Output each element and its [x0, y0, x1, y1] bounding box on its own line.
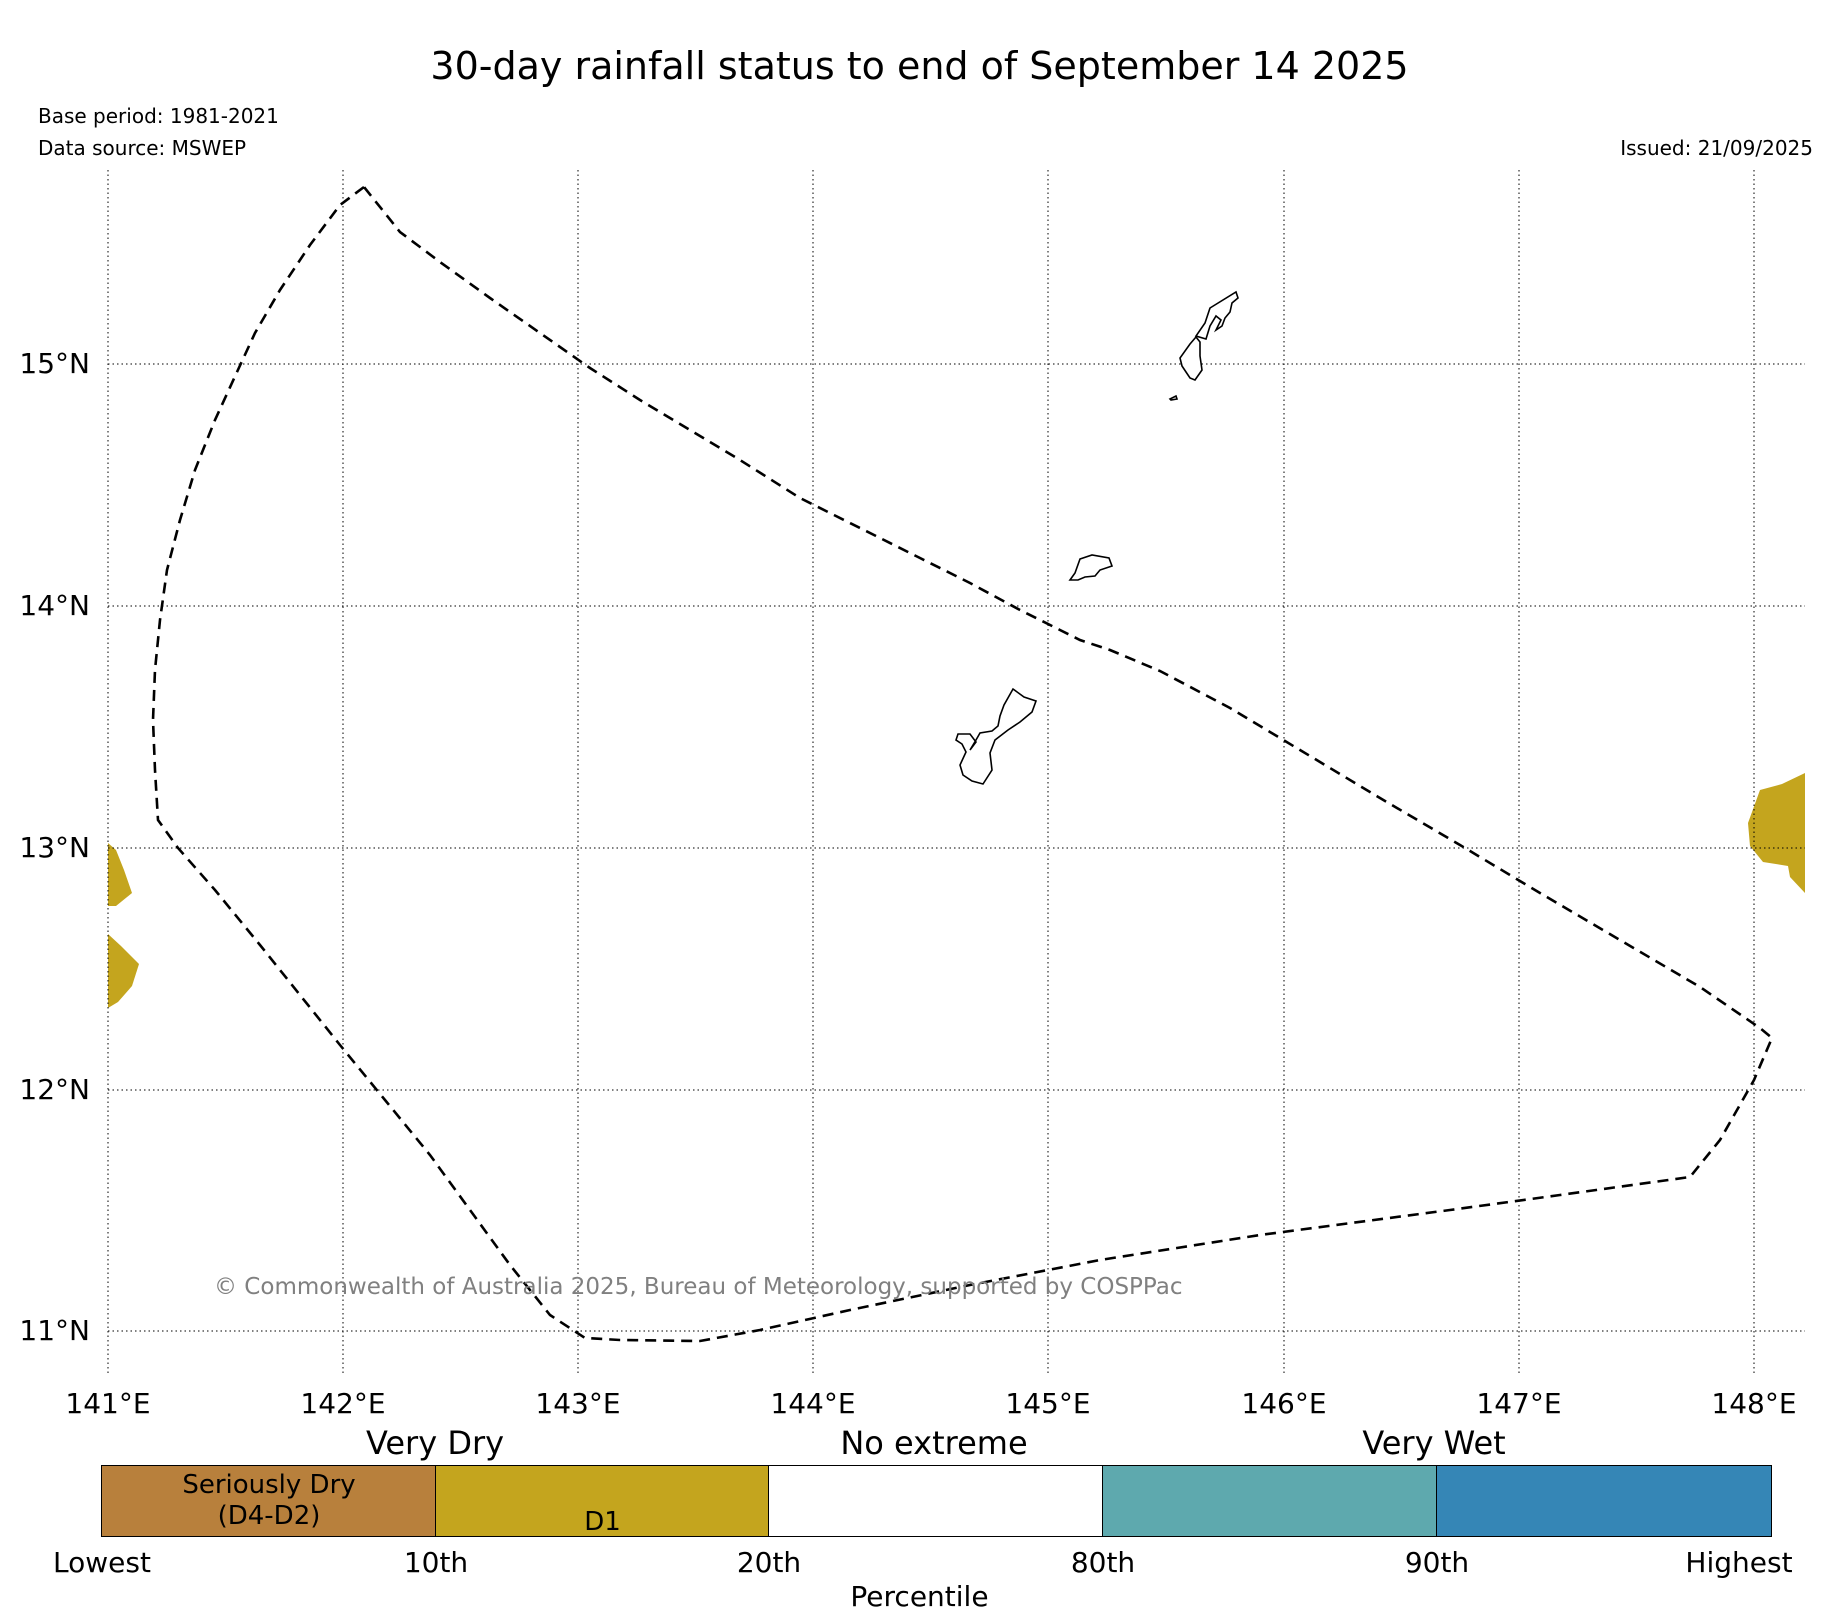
copyright-text: © Commonwealth of Australia 2025, Bureau… [214, 1274, 1183, 1300]
guam-island [955, 687, 1038, 785]
d1-area-west-south [108, 934, 139, 1008]
legend-d1-label: D1 [584, 1506, 621, 1537]
legend-group-very-dry: Very Dry [365, 1424, 505, 1462]
lat-label: 15°N [19, 347, 90, 380]
saipan-island [1194, 290, 1239, 340]
legend-group-no-extreme: No extreme [840, 1424, 1028, 1462]
d1-area-east [1748, 773, 1805, 893]
lat-label: 14°N [19, 589, 90, 622]
lon-label: 146°E [1241, 1387, 1326, 1420]
lat-label: 11°N [19, 1314, 90, 1347]
lon-label: 143°E [535, 1387, 620, 1420]
d1-rainfall-areas [108, 773, 1805, 1008]
legend-seriously-dry-label: Seriously Dry (D4-D2) [182, 1470, 355, 1532]
lon-label: 141°E [65, 1387, 150, 1420]
legend-very-wet-90-highest [1436, 1465, 1772, 1537]
legend-tick-20th: 20th [736, 1546, 802, 1579]
base-period-text: Base period: 1981-2021 [38, 104, 279, 128]
map-title: 30-day rainfall status to end of Septemb… [430, 44, 1409, 88]
lat-labels: 15°N 14°N 13°N 12°N 11°N [19, 347, 90, 1347]
aguijan-island [1168, 394, 1179, 401]
lat-label: 12°N [19, 1073, 90, 1106]
gridlines [107, 170, 1805, 1375]
legend-tick-lowest: Lowest [53, 1546, 151, 1579]
lon-label: 145°E [1005, 1387, 1090, 1420]
legend-axis-label: Percentile [850, 1580, 989, 1613]
d1-area-west-north [108, 843, 132, 906]
rota-island [1068, 554, 1114, 581]
lon-label: 147°E [1476, 1387, 1561, 1420]
data-source-text: Data source: MSWEP [38, 136, 247, 160]
legend-label-line: (D4-D2) [217, 1501, 321, 1531]
eez-boundary [151, 185, 1774, 1343]
issued-date-text: Issued: 21/09/2025 [1620, 136, 1813, 160]
legend-tick-90th: 90th [1404, 1546, 1470, 1579]
lon-labels: 141°E 142°E 143°E 144°E 145°E 146°E 147°… [65, 1387, 1796, 1420]
legend-tick-10th: 10th [403, 1546, 469, 1579]
islands [955, 290, 1239, 785]
rainfall-map: 141°E 142°E 143°E 144°E 145°E 146°E 147°… [19, 170, 1805, 1420]
legend-no-extreme [768, 1465, 1104, 1537]
legend-tick-80th: 80th [1070, 1546, 1136, 1579]
legend-tick-highest: Highest [1685, 1546, 1793, 1579]
legend-d1: D1 [435, 1465, 770, 1537]
legend-seriously-dry: Seriously Dry (D4-D2) [101, 1465, 437, 1537]
lat-label: 13°N [19, 831, 90, 864]
legend-label-line: Seriously Dry [182, 1470, 356, 1500]
lon-label: 144°E [770, 1387, 855, 1420]
lon-label: 148°E [1711, 1387, 1796, 1420]
legend-very-wet-80-90 [1102, 1465, 1438, 1537]
legend-group-very-wet: Very Wet [1362, 1424, 1506, 1462]
tinian-island [1179, 335, 1203, 381]
lon-label: 142°E [300, 1387, 385, 1420]
